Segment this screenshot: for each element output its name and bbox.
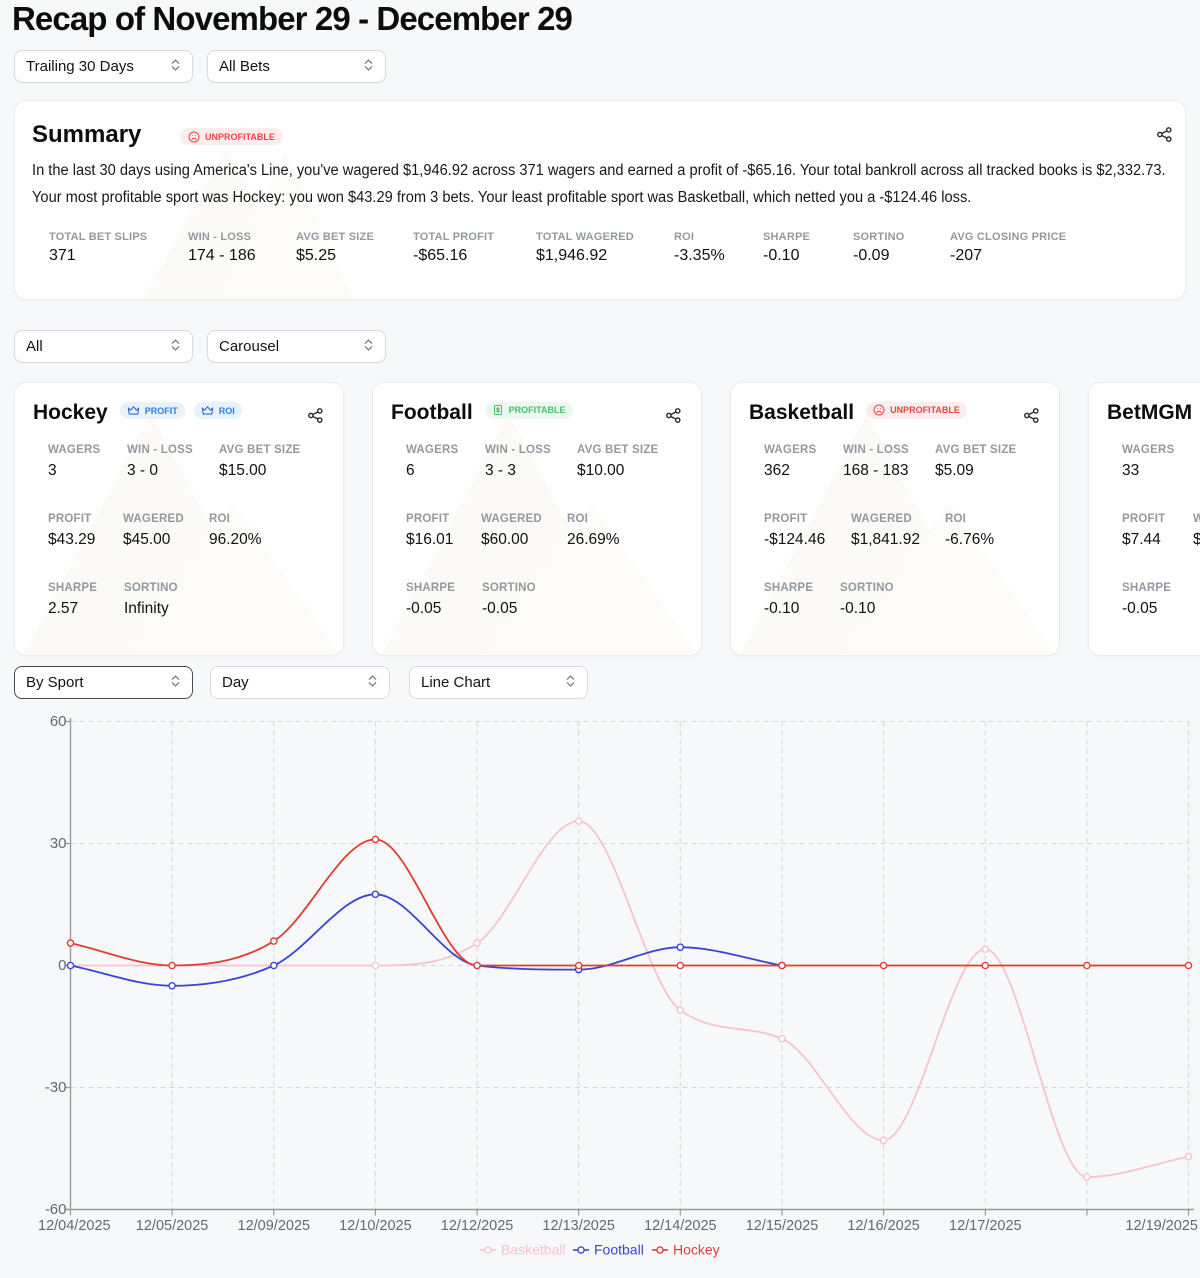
svg-text:12/14/2025: 12/14/2025 bbox=[644, 1218, 717, 1234]
svg-text:Basketball: Basketball bbox=[501, 1242, 566, 1258]
svg-text:12/15/2025: 12/15/2025 bbox=[746, 1218, 819, 1234]
svg-text:0: 0 bbox=[58, 957, 66, 974]
svg-text:12/12/2025: 12/12/2025 bbox=[441, 1218, 514, 1234]
svg-text:12/05/2025: 12/05/2025 bbox=[136, 1218, 209, 1234]
svg-text:12/16/2025: 12/16/2025 bbox=[847, 1218, 920, 1234]
svg-text:12/13/2025: 12/13/2025 bbox=[542, 1218, 615, 1234]
svg-text:12/17/2025: 12/17/2025 bbox=[949, 1218, 1022, 1234]
svg-text:Hockey: Hockey bbox=[673, 1242, 720, 1258]
svg-text:-60: -60 bbox=[45, 1201, 67, 1218]
svg-text:12/10/2025: 12/10/2025 bbox=[339, 1218, 412, 1234]
svg-text:30: 30 bbox=[50, 835, 67, 852]
svg-text:12/19/2025: 12/19/2025 bbox=[1125, 1218, 1198, 1234]
svg-text:60: 60 bbox=[50, 713, 67, 730]
svg-text:12/04/2025: 12/04/2025 bbox=[38, 1218, 111, 1234]
svg-text:-30: -30 bbox=[45, 1079, 67, 1096]
svg-text:12/09/2025: 12/09/2025 bbox=[238, 1218, 311, 1234]
svg-text:Football: Football bbox=[594, 1242, 644, 1258]
